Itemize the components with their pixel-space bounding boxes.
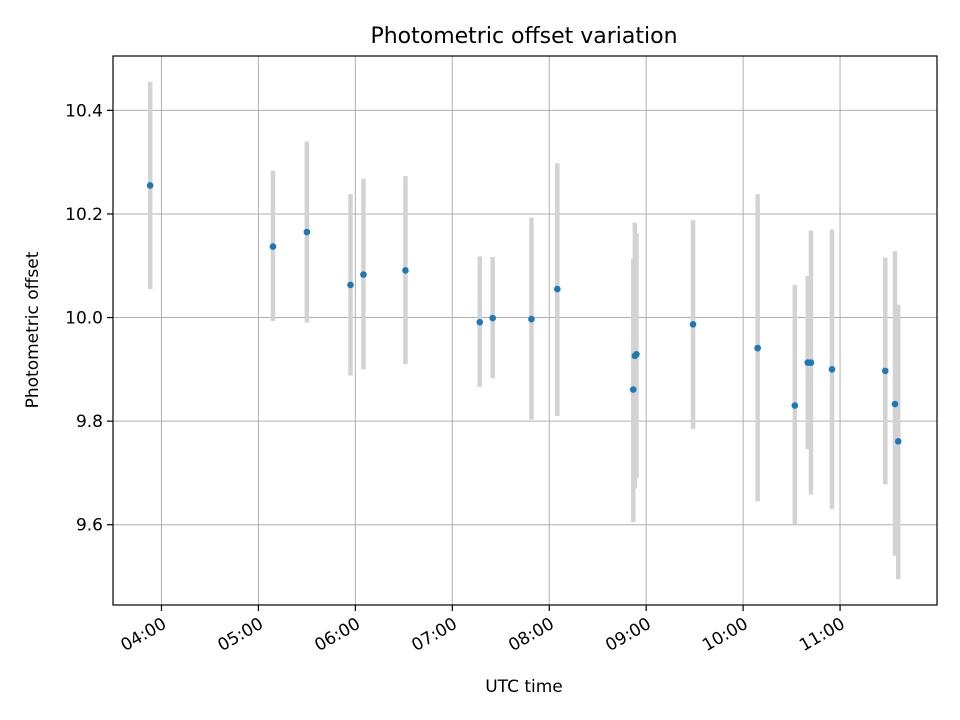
grid-layer (113, 56, 937, 605)
data-point (476, 318, 484, 326)
y-tick-label: 10.2 (65, 205, 103, 225)
x-tick-label: 06:00 (311, 614, 363, 656)
data-point (754, 344, 761, 352)
chart-title: Photometric offset variation (370, 24, 677, 49)
x-axis-label: UTC time (485, 677, 563, 697)
point-layer (146, 182, 902, 445)
data-point (303, 228, 311, 236)
data-point (891, 400, 899, 408)
data-point (881, 367, 889, 375)
x-tick-label: 11:00 (796, 614, 848, 656)
data-point (360, 271, 367, 278)
data-point (146, 182, 154, 189)
y-tick-label: 10.4 (65, 101, 103, 121)
y-tick-label: 10.0 (65, 309, 103, 329)
y-tick-label: 9.8 (76, 412, 103, 432)
x-tick-label: 08:00 (505, 614, 557, 656)
data-point (269, 243, 277, 250)
data-point (528, 315, 535, 323)
data-point (402, 267, 409, 274)
x-tick-label: 09:00 (602, 614, 654, 656)
data-point (554, 285, 561, 293)
data-point (689, 320, 697, 328)
y-tick-label: 9.6 (76, 516, 103, 536)
data-point (807, 359, 815, 366)
errorbar-layer (147, 81, 901, 580)
x-tick-label: 04:00 (118, 614, 170, 656)
x-tick-label: 07:00 (408, 614, 460, 656)
data-point (894, 438, 902, 445)
data-point (347, 281, 354, 289)
plot-frame (112, 55, 938, 606)
data-point (489, 314, 496, 322)
tick-layer: 04:00 05:00 06:00 07:00 08:00 09:00 10:00 11:00… (65, 101, 848, 655)
data-point (791, 402, 799, 409)
x-tick-label: 05:00 (214, 614, 266, 656)
x-tick-label: 10:00 (699, 614, 751, 656)
data-point (828, 366, 836, 373)
data-point (633, 351, 640, 358)
y-axis-label: Photometric offset (23, 251, 43, 408)
data-point (629, 386, 637, 393)
